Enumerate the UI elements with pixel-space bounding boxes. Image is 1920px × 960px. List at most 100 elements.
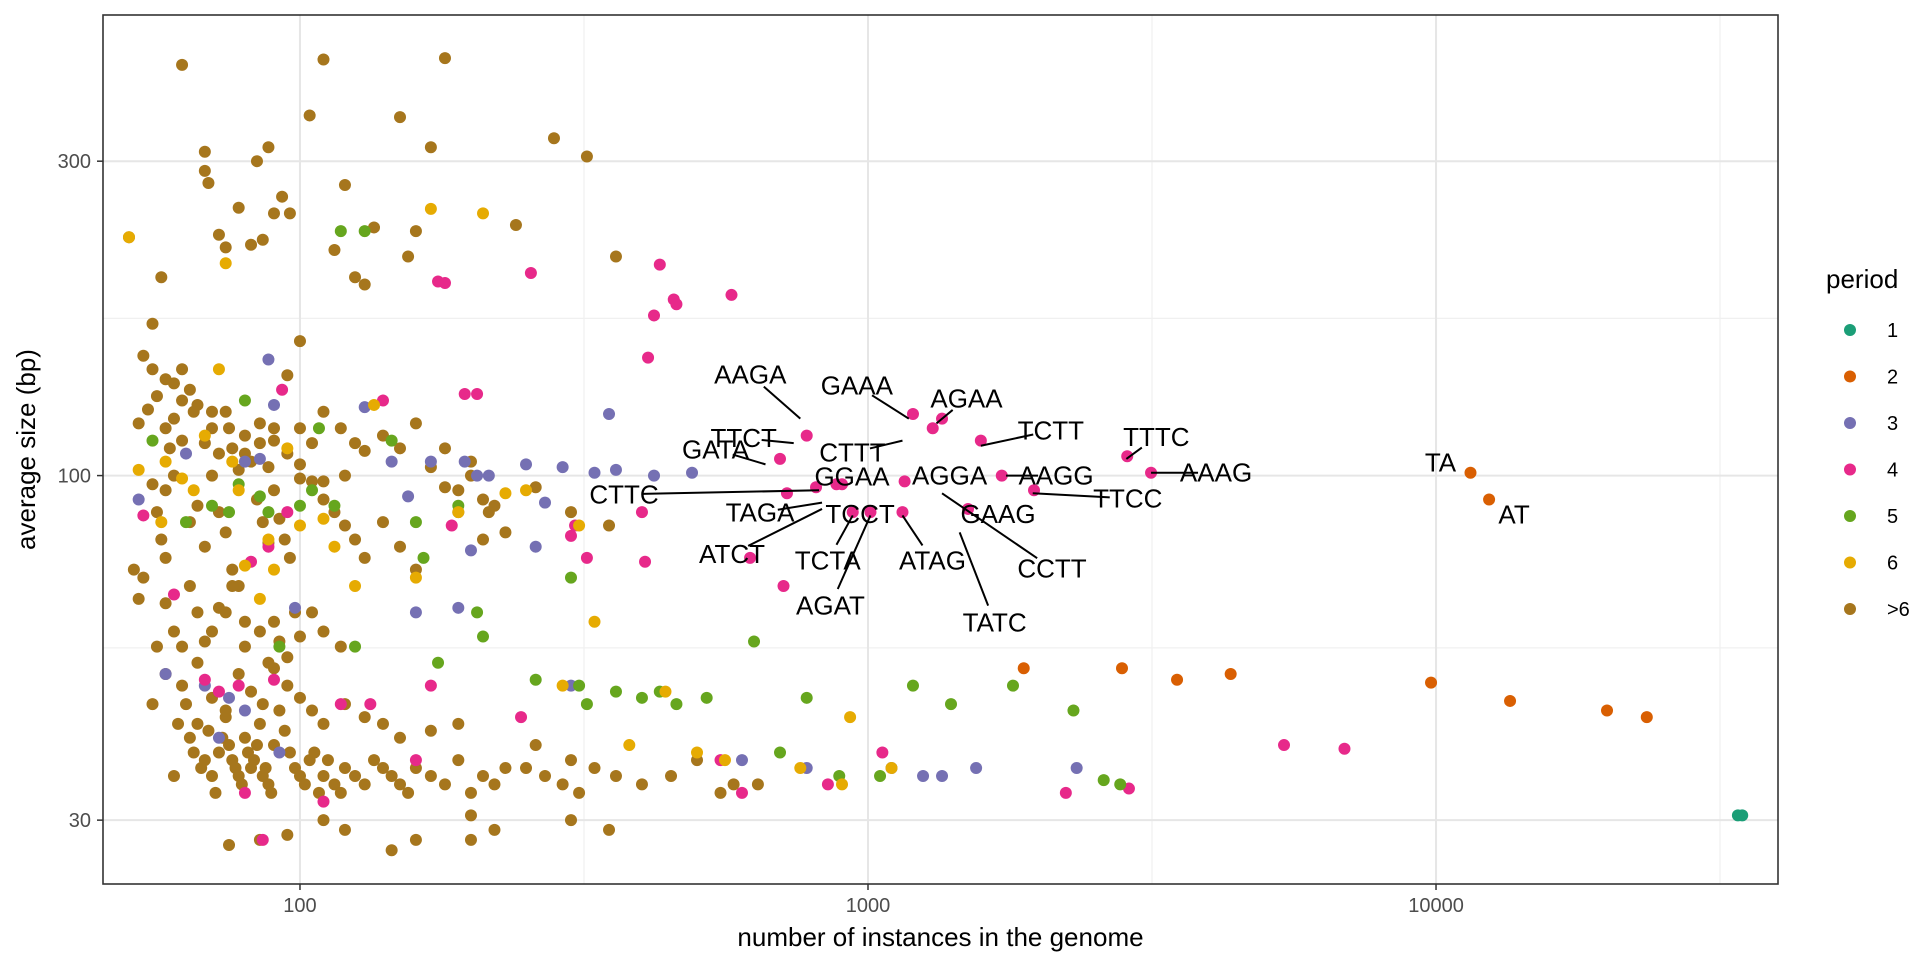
legend-label: 1 xyxy=(1887,320,1898,342)
point-label: TCTT xyxy=(1018,416,1085,446)
data-point xyxy=(409,571,422,584)
data-point xyxy=(1114,778,1127,791)
point-label: AGAT xyxy=(796,590,865,620)
data-point xyxy=(187,484,200,497)
data-point xyxy=(876,746,889,759)
data-point xyxy=(445,519,458,532)
data-point xyxy=(564,754,577,767)
data-point xyxy=(642,351,655,364)
data-point xyxy=(774,746,787,759)
data-point xyxy=(334,640,347,653)
data-point xyxy=(748,635,761,648)
data-point xyxy=(452,754,465,767)
point-label: TCTA xyxy=(795,545,862,575)
data-point xyxy=(191,717,204,730)
data-point xyxy=(146,317,159,330)
data-point xyxy=(256,516,269,529)
data-point xyxy=(409,417,422,430)
data-point xyxy=(293,519,306,532)
label-leader-line xyxy=(980,433,1034,447)
data-point xyxy=(670,298,683,311)
data-point xyxy=(647,469,660,482)
data-point xyxy=(163,442,176,455)
point-label: TA xyxy=(1425,448,1457,478)
data-point xyxy=(1121,450,1134,463)
data-point xyxy=(529,540,542,553)
point-labels: AAGA TTCT GAAA AGAA CTTT TCTT TTTC GATA GGAA AGGA… xyxy=(589,360,1529,638)
label-leader-line xyxy=(869,439,903,450)
data-point xyxy=(176,640,189,653)
data-point xyxy=(238,731,251,744)
data-point xyxy=(349,770,362,783)
data-point xyxy=(471,469,484,482)
data-point xyxy=(132,417,145,430)
data-point xyxy=(281,442,294,455)
data-point xyxy=(394,731,407,744)
legend-label: 3 xyxy=(1887,413,1898,435)
point-label: TTCT xyxy=(711,423,778,453)
point-label: ATCT xyxy=(699,539,765,569)
data-point xyxy=(556,679,569,692)
data-point xyxy=(293,691,306,704)
x-tick-label: 1000 xyxy=(846,895,891,917)
point-label: TAGA xyxy=(726,498,796,528)
data-point xyxy=(219,606,232,619)
legend-key xyxy=(1844,324,1856,336)
data-point xyxy=(488,778,501,791)
data-point xyxy=(205,422,218,435)
data-point xyxy=(141,403,154,416)
data-point xyxy=(306,475,319,488)
data-point xyxy=(906,408,919,421)
data-point xyxy=(653,258,666,271)
data-point xyxy=(238,455,251,468)
data-point xyxy=(368,221,381,234)
data-point xyxy=(226,442,239,455)
data-point xyxy=(402,490,415,503)
data-point xyxy=(334,698,347,711)
data-point xyxy=(265,786,278,799)
data-point xyxy=(212,731,225,744)
data-point xyxy=(358,711,371,724)
point-label: AAGA xyxy=(714,360,787,390)
data-point xyxy=(317,405,330,418)
legend-label: 5 xyxy=(1887,506,1898,528)
data-point xyxy=(836,478,849,491)
data-point xyxy=(187,746,200,759)
data-point xyxy=(509,219,522,232)
y-tick-label: 30 xyxy=(69,810,91,832)
data-point xyxy=(155,271,168,284)
data-point xyxy=(172,717,185,730)
data-point xyxy=(317,717,330,730)
data-point xyxy=(283,551,296,564)
data-point xyxy=(306,484,319,497)
data-point xyxy=(564,506,577,519)
data-point xyxy=(539,770,552,783)
point-label: ATAG xyxy=(899,545,966,575)
legend-key xyxy=(1844,370,1856,383)
data-point xyxy=(609,770,622,783)
data-point xyxy=(1464,466,1477,479)
data-point xyxy=(524,266,537,279)
data-point xyxy=(253,437,266,450)
data-point xyxy=(338,469,351,482)
data-point xyxy=(223,422,236,435)
data-point xyxy=(306,606,319,619)
data-point xyxy=(180,516,193,529)
data-point xyxy=(293,499,306,512)
x-axis-ticks: 100 1000 10000 xyxy=(283,884,1464,917)
data-point xyxy=(349,533,362,546)
data-point xyxy=(212,363,225,376)
data-point xyxy=(159,484,172,497)
legend-key xyxy=(1844,463,1856,476)
data-point xyxy=(238,559,251,572)
data-point xyxy=(409,225,422,238)
data-point xyxy=(438,778,451,791)
data-point xyxy=(477,770,490,783)
data-point xyxy=(253,417,266,430)
data-point xyxy=(267,398,280,411)
data-point xyxy=(1483,493,1496,506)
data-point xyxy=(212,746,225,759)
data-point xyxy=(358,778,371,791)
data-point xyxy=(458,455,471,468)
data-point xyxy=(358,225,371,238)
